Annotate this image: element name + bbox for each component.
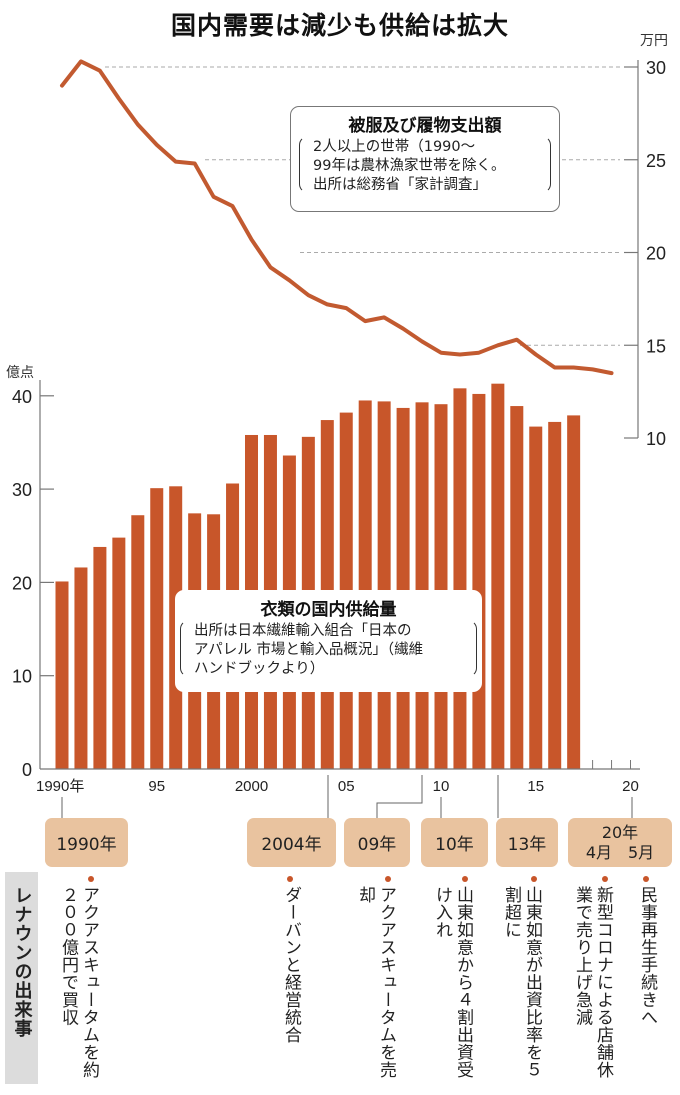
event-text-2010: 山東如意から４割出資受け入れ	[432, 886, 473, 1079]
line-series-expenditure	[60, 59, 614, 376]
event-box-2020: 20年 4月 5月	[568, 818, 672, 867]
bar-1993	[112, 537, 126, 769]
x-tick-label-2000: 2000	[235, 778, 268, 795]
bar-legend-box: 衣類の国内供給量 出所は日本繊維輸入組合「日本の アパレル 市場と輸入品概況」（…	[175, 590, 482, 692]
right-axis-label-15: 15	[646, 336, 666, 356]
bar-2008	[396, 407, 410, 769]
left-axis-label-40: 40	[12, 387, 32, 407]
bar-note-1: 出所は日本繊維輸入組合「日本の	[194, 623, 412, 639]
left-axis-label-20: 20	[12, 573, 32, 593]
bullet-dot	[287, 876, 293, 882]
event-box-2010: 10年	[421, 818, 488, 867]
bar-2009	[415, 402, 429, 769]
open-paren	[299, 136, 308, 193]
event-text-2020-may: 民事再生手続きへ	[637, 886, 657, 1026]
right-axis-label-30: 30	[646, 58, 666, 78]
right-axis-label-25: 25	[646, 151, 666, 171]
bar-2006	[358, 400, 372, 769]
bullet-dot	[643, 876, 649, 882]
right-axis-label-20: 20	[646, 244, 666, 264]
bar-2012	[472, 393, 486, 769]
event-text-1990: アクアスキュータムを約２００億円で買収	[58, 886, 99, 1079]
close-paren	[468, 620, 477, 677]
event-box-2009: 09年	[344, 818, 410, 867]
open-paren	[180, 620, 189, 677]
bullet-dot	[88, 876, 94, 882]
event-text-2020-apr: 新型コロナによる店舗休業で売り上げ急減	[572, 886, 613, 1079]
bar-2011	[453, 388, 467, 769]
bar-1994	[131, 515, 145, 769]
bar-legend-title: 衣類の国内供給量	[260, 600, 397, 620]
event-text-2004: ダーバンと経営統合	[281, 886, 301, 1044]
bar-legend-note: 出所は日本繊維輸入組合「日本の アパレル 市場と輸入品概況」（繊維 ハンドブック…	[176, 620, 481, 679]
bullet-dot	[602, 876, 608, 882]
event-box-2004: 2004年	[247, 818, 336, 867]
bar-note-2: アパレル 市場と輸入品概況」（繊維	[194, 642, 424, 658]
event-box-2013: 13年	[496, 818, 558, 867]
right-axis-unit: 万円	[640, 33, 668, 49]
x-tick-label-2010: 10	[433, 778, 450, 795]
bar-2016	[548, 421, 562, 769]
x-tick-label-2005: 05	[338, 778, 355, 795]
line-note-2: 99年は農林漁家世帯を除く。	[313, 158, 506, 174]
left-axis-label-10: 10	[12, 667, 32, 687]
x-tick-label-2020: 20	[622, 778, 639, 795]
event-text-2009: アクアスキュータムを売却	[355, 886, 396, 1079]
bar-1991	[74, 567, 88, 769]
event-box-2020-year: 20年	[601, 822, 639, 842]
bar-2007	[377, 401, 391, 769]
bar-note-3: ハンドブックより）	[194, 661, 325, 677]
bullet-dot	[385, 876, 391, 882]
x-tick-label-1995: 95	[148, 778, 165, 795]
line-legend-box: 被服及び履物支出額 2人以上の世帯（1990～ 99年は農林漁家世帯を除く。 出…	[290, 106, 560, 212]
line-note-3: 出所は総務省「家計調査」	[313, 177, 487, 193]
events-section-label: レナウンの出来事	[5, 872, 38, 1084]
right-axis-label-10: 10	[646, 429, 666, 449]
close-paren	[542, 136, 551, 193]
event-text-2013: 山東如意が出資比率を５割超に	[501, 886, 542, 1079]
line-legend-note: 2人以上の世帯（1990～ 99年は農林漁家世帯を除く。 出所は総務省「家計調査…	[291, 136, 559, 195]
bar-2015	[529, 426, 543, 769]
bar-2013	[491, 383, 505, 769]
line-legend-title: 被服及び履物支出額	[348, 116, 502, 136]
connector-2009	[376, 775, 423, 818]
bar-2017	[567, 415, 581, 769]
left-axis-label-0: 0	[22, 760, 32, 780]
chart-title: 国内需要は減少も供給は拡大	[170, 11, 509, 40]
bar-1995	[150, 488, 164, 769]
event-box-2020-months: 4月 5月	[585, 842, 655, 862]
bar-1992	[93, 546, 107, 769]
bar-2014	[510, 406, 524, 769]
bar-2010	[434, 404, 448, 769]
event-box-1990: 1990年	[45, 818, 128, 867]
left-axis-unit: 億点	[6, 365, 34, 381]
line-note-1: 2人以上の世帯（1990～	[313, 139, 476, 155]
bar-1990	[55, 581, 69, 769]
x-tick-label-1990: 1990年	[36, 778, 84, 795]
left-axis-label-30: 30	[12, 480, 32, 500]
x-tick-label-2015: 15	[527, 778, 544, 795]
bullet-dot	[462, 876, 468, 882]
bullet-dot	[531, 876, 537, 882]
